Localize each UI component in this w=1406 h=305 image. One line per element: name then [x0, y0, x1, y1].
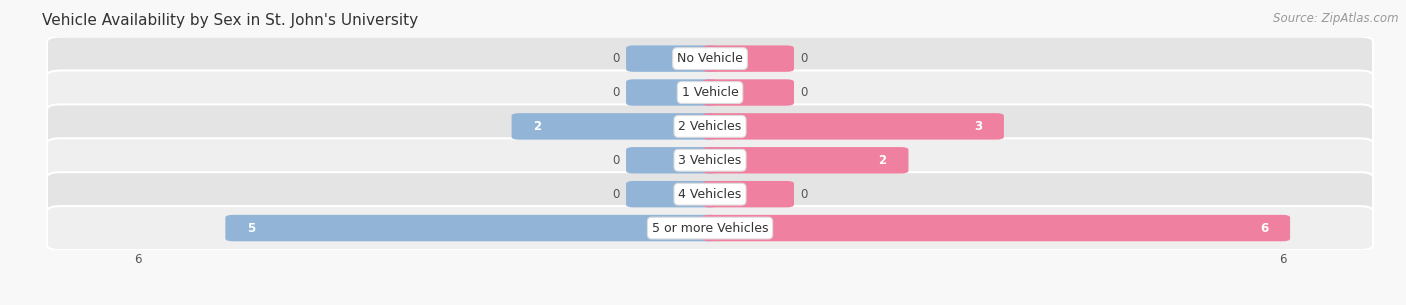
Text: 6: 6 [1260, 221, 1268, 235]
Text: 0: 0 [612, 154, 620, 167]
Text: 0: 0 [800, 86, 808, 99]
FancyBboxPatch shape [46, 206, 1374, 250]
FancyBboxPatch shape [46, 138, 1374, 182]
FancyBboxPatch shape [703, 113, 1004, 140]
FancyBboxPatch shape [626, 181, 717, 207]
Text: 3 Vehicles: 3 Vehicles [679, 154, 741, 167]
FancyBboxPatch shape [46, 37, 1374, 81]
Text: 5: 5 [247, 221, 256, 235]
Text: 0: 0 [800, 188, 808, 201]
FancyBboxPatch shape [46, 172, 1374, 216]
Text: 0: 0 [800, 52, 808, 65]
FancyBboxPatch shape [626, 45, 717, 72]
Text: 0: 0 [612, 188, 620, 201]
Text: 5 or more Vehicles: 5 or more Vehicles [652, 221, 768, 235]
Text: 1 Vehicle: 1 Vehicle [682, 86, 738, 99]
FancyBboxPatch shape [703, 181, 794, 207]
Text: Source: ZipAtlas.com: Source: ZipAtlas.com [1274, 12, 1399, 25]
FancyBboxPatch shape [703, 45, 794, 72]
Text: No Vehicle: No Vehicle [678, 52, 742, 65]
FancyBboxPatch shape [703, 215, 1291, 241]
FancyBboxPatch shape [512, 113, 717, 140]
Text: 0: 0 [612, 52, 620, 65]
Text: 4 Vehicles: 4 Vehicles [679, 188, 741, 201]
FancyBboxPatch shape [626, 79, 717, 106]
Text: 2: 2 [879, 154, 887, 167]
FancyBboxPatch shape [626, 147, 717, 174]
FancyBboxPatch shape [46, 70, 1374, 115]
Text: 2: 2 [533, 120, 541, 133]
Text: Vehicle Availability by Sex in St. John's University: Vehicle Availability by Sex in St. John'… [42, 13, 419, 28]
FancyBboxPatch shape [46, 104, 1374, 149]
Text: 3: 3 [974, 120, 981, 133]
Text: 2 Vehicles: 2 Vehicles [679, 120, 741, 133]
FancyBboxPatch shape [703, 147, 908, 174]
FancyBboxPatch shape [225, 215, 717, 241]
FancyBboxPatch shape [703, 79, 794, 106]
Text: 0: 0 [612, 86, 620, 99]
